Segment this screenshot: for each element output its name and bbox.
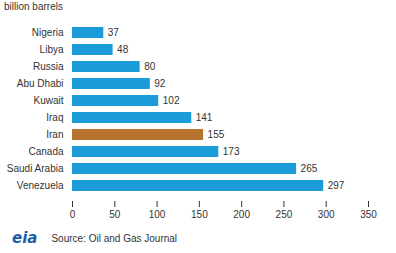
svg-text:Russia: Russia [33,61,64,72]
svg-text:300: 300 [318,209,335,220]
svg-text:48: 48 [117,44,129,55]
svg-text:Iran: Iran [46,129,63,140]
svg-text:Nigeria: Nigeria [32,27,64,38]
svg-text:37: 37 [108,27,120,38]
svg-text:Libya: Libya [40,44,64,55]
svg-text:250: 250 [276,209,293,220]
svg-text:80: 80 [144,61,156,72]
html-text:billion barrels: billion barrels [4,1,63,12]
svg-text:297: 297 [328,180,345,191]
svg-text:265: 265 [301,163,318,174]
svg-text:100: 100 [149,209,166,220]
svg-text:50: 50 [109,209,121,220]
svg-text:155: 155 [208,129,225,140]
html-text:eia: eia [12,229,38,247]
svg-text:150: 150 [191,209,208,220]
svg-text:Kuwait: Kuwait [33,95,63,106]
svg-text:141: 141 [196,112,213,123]
svg-text:Iraq: Iraq [46,112,63,123]
svg-text:Venezuela: Venezuela [17,180,64,191]
svg-text:102: 102 [163,95,180,106]
svg-text:200: 200 [233,209,250,220]
svg-text:92: 92 [154,78,166,89]
svg-text:Canada: Canada [28,146,63,157]
html-text:Source: Oil and Gas Journal: Source: Oil and Gas Journal [51,232,178,244]
svg-text:0: 0 [70,209,76,220]
svg-text:350: 350 [360,209,377,220]
svg-text:Saudi Arabia: Saudi Arabia [7,163,64,174]
svg-text:173: 173 [223,146,240,157]
svg-text:Abu Dhabi: Abu Dhabi [17,78,64,89]
